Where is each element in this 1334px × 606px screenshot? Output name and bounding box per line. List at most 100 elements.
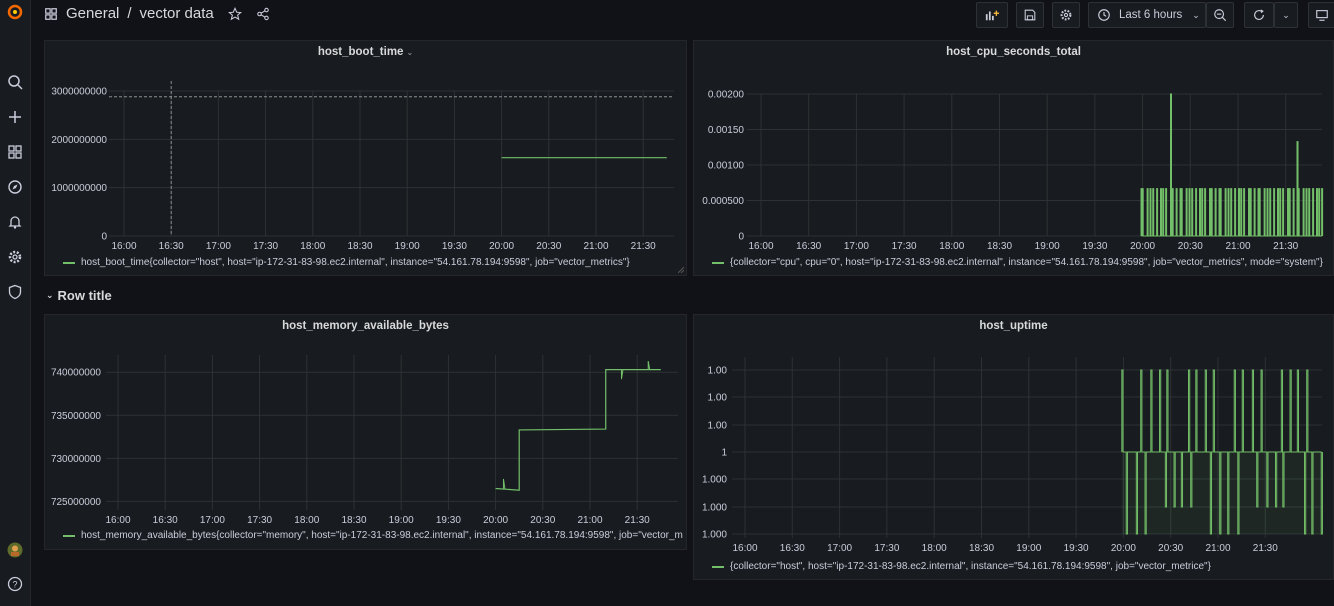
x-tick-label: 16:30 (159, 241, 184, 252)
plus-icon[interactable] (0, 105, 30, 129)
x-tick-label: 21:30 (631, 241, 656, 252)
x-tick-label: 19:00 (1016, 543, 1041, 554)
gear-icon (1060, 9, 1072, 21)
shield-icon[interactable] (0, 280, 30, 304)
legend-item[interactable]: host_boot_time{collector="host", host="i… (63, 257, 673, 268)
chevron-down-icon: ⌄ (406, 48, 414, 57)
y-tick-label: 730000000 (51, 454, 101, 465)
y-tick-label: 1.00 (708, 393, 728, 404)
series-spike (647, 360, 651, 370)
series-line (495, 369, 661, 491)
legend-label: {collector="host", host="ip-172-31-83-98… (730, 561, 1211, 572)
y-tick-label: 725000000 (51, 497, 101, 508)
host-cpu-seconds-total-chart[interactable]: 16:00 16:30 17:00 17:30 18:00 18:30 19:00 19:30… (694, 41, 1334, 277)
dashboards-icon[interactable] (0, 140, 30, 164)
x-tick-label: 21:00 (1225, 241, 1250, 252)
y-tick-label: 1 (721, 448, 727, 459)
y-tick-label: 735000000 (51, 411, 101, 422)
legend-label: host_boot_time{collector="host", host="i… (81, 257, 630, 268)
monitor-icon (1316, 10, 1328, 21)
x-tick-label: 16:30 (153, 515, 178, 526)
x-tick-label: 20:00 (1130, 241, 1155, 252)
breadcrumb-folder[interactable]: General (66, 5, 120, 22)
panel-host-memory-available-bytes: host_memory_available_bytes 16:00 16:30 17… (44, 314, 687, 550)
y-tick-label: 1.000 (702, 503, 727, 514)
x-tick-label: 20:00 (489, 241, 514, 252)
y-tick-label: 0.00100 (708, 161, 745, 172)
x-tick-label: 18:30 (347, 241, 372, 252)
panel-title[interactable]: host_memory_available_bytes (282, 320, 449, 332)
x-tick-label: 16:00 (732, 543, 757, 554)
x-tick-label: 17:30 (253, 241, 278, 252)
legend-item[interactable]: {collector="cpu", cpu="0", host="ip-172-… (712, 257, 1327, 268)
x-tick-label: 18:00 (300, 241, 325, 252)
share-icon[interactable] (256, 7, 270, 21)
dashboard-settings-button[interactable] (1052, 2, 1080, 28)
grafana-logo-icon[interactable] (0, 0, 30, 24)
panel-title[interactable]: host_uptime (979, 320, 1048, 332)
refresh-icon (1254, 9, 1264, 20)
host-boot-time-chart[interactable]: 16:00 16:30 17:00 17:30 18:00 18:30 19:00 19:30… (45, 41, 688, 277)
help-icon[interactable]: ? (0, 572, 30, 596)
x-tick-label: 19:30 (442, 241, 467, 252)
resize-handle-icon[interactable] (678, 267, 684, 273)
series-color-swatch (712, 565, 724, 568)
x-tick-label: 19:00 (395, 241, 420, 252)
y-tick-label: 0 (738, 232, 744, 243)
chevron-down-icon: ⌄ (46, 290, 54, 300)
x-tick-label: 16:00 (111, 241, 136, 252)
alerting-bell-icon[interactable] (0, 210, 30, 234)
x-tick-label: 16:30 (796, 241, 821, 252)
legend-item[interactable]: {collector="host", host="ip-172-31-83-98… (712, 561, 1327, 572)
x-tick-label: 20:30 (536, 241, 561, 252)
y-tick-label: 1000000000 (51, 183, 107, 194)
refresh-button[interactable] (1244, 2, 1274, 28)
y-tick-label: 1.00 (708, 366, 728, 377)
y-tick-label: 1.00 (708, 421, 728, 432)
host-memory-available-bytes-chart[interactable]: 16:00 16:30 17:00 17:30 18:00 18:30 19:00 19:30… (45, 315, 688, 551)
series-line (1121, 369, 1323, 535)
chevron-down-icon: ⌄ (1282, 9, 1290, 20)
legend-item[interactable]: host_memory_available_bytes{collector="m… (63, 530, 683, 541)
x-tick-label: 19:30 (436, 515, 461, 526)
x-tick-label: 21:00 (1205, 543, 1230, 554)
host-uptime-chart[interactable]: 16:00 16:30 17:00 17:30 18:00 18:30 19:00 19:30… (694, 315, 1334, 581)
explore-compass-icon[interactable] (0, 175, 30, 199)
view-mode-button[interactable] (1308, 2, 1334, 28)
series-color-swatch (63, 261, 75, 264)
settings-gear-icon[interactable] (0, 245, 30, 269)
dashboard-grid-icon (45, 7, 57, 20)
breadcrumb-separator: / (127, 5, 132, 22)
x-tick-label: 18:00 (294, 515, 319, 526)
panel-title[interactable]: host_boot_time ⌄ (317, 46, 414, 58)
add-panel-button[interactable] (976, 2, 1008, 28)
panel-title[interactable]: host_cpu_seconds_total (946, 46, 1081, 58)
user-avatar[interactable] (0, 538, 30, 562)
x-tick-label: 16:30 (780, 543, 805, 554)
time-range-picker[interactable]: Last 6 hours ⌄ (1088, 2, 1206, 28)
x-tick-label: 19:30 (1064, 543, 1089, 554)
x-tick-label: 16:00 (105, 515, 130, 526)
series-spike (620, 369, 624, 380)
x-tick-label: 17:00 (200, 515, 225, 526)
star-icon[interactable] (227, 6, 242, 21)
x-tick-label: 19:30 (1082, 241, 1107, 252)
y-tick-label: 0.00150 (708, 125, 745, 136)
refresh-interval-dropdown[interactable]: ⌄ (1274, 2, 1298, 28)
x-tick-label: 17:00 (206, 241, 231, 252)
search-icon[interactable] (0, 70, 30, 94)
x-tick-label: 20:00 (483, 515, 508, 526)
series-color-swatch (712, 261, 724, 264)
zoom-out-button[interactable] (1206, 2, 1234, 28)
x-tick-label: 18:00 (922, 543, 947, 554)
breadcrumb-dashboard-title[interactable]: vector data (139, 5, 214, 22)
x-tick-label: 21:00 (577, 515, 602, 526)
add-panel-icon (985, 10, 999, 21)
x-tick-label: 21:30 (1253, 543, 1278, 554)
save-dashboard-button[interactable] (1016, 2, 1044, 28)
x-tick-label: 20:00 (1111, 543, 1136, 554)
y-tick-label: 740000000 (51, 368, 101, 379)
row-header[interactable]: ⌄ Row title (46, 288, 112, 303)
breadcrumb: General / vector data (44, 5, 270, 22)
y-tick-label: 1.000 (702, 530, 727, 541)
